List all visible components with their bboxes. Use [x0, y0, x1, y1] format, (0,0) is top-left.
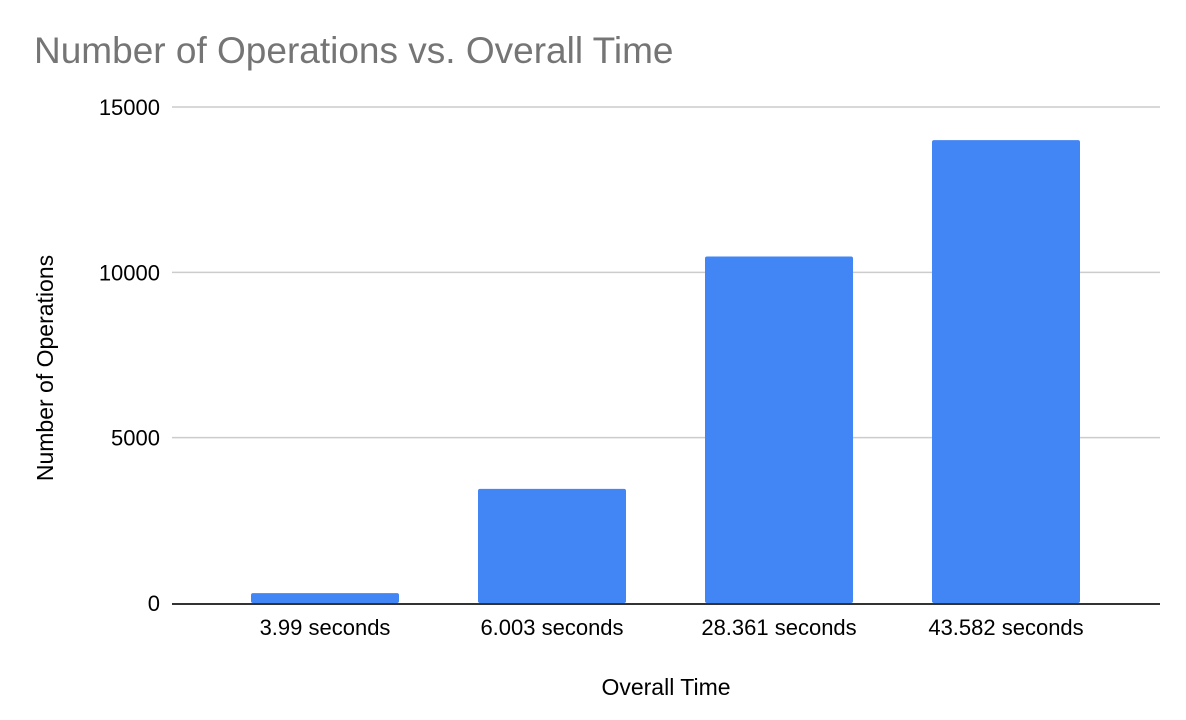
x-tick-label: 6.003 seconds: [480, 615, 623, 640]
bar: [251, 593, 399, 603]
bar: [932, 140, 1080, 604]
bars: [251, 140, 1080, 604]
bar: [478, 488, 626, 603]
y-tick-label: 15000: [99, 95, 160, 120]
y-axis-ticks: 0 5000 10000 15000: [99, 95, 160, 616]
x-axis-title: Overall Time: [601, 674, 730, 700]
y-tick-label: 10000: [99, 260, 160, 285]
chart-title: Number of Operations vs. Overall Time: [34, 30, 674, 71]
y-tick-label: 0: [148, 591, 160, 616]
x-tick-label: 3.99 seconds: [260, 615, 391, 640]
y-axis-title: Number of Operations: [32, 255, 58, 481]
x-tick-label: 28.361 seconds: [701, 615, 856, 640]
y-tick-label: 5000: [111, 426, 160, 451]
x-axis-ticks: 3.99 seconds 6.003 seconds 28.361 seconds 4…: [260, 615, 1084, 640]
x-tick-label: 43.582 seconds: [928, 615, 1083, 640]
bar: [705, 256, 853, 603]
